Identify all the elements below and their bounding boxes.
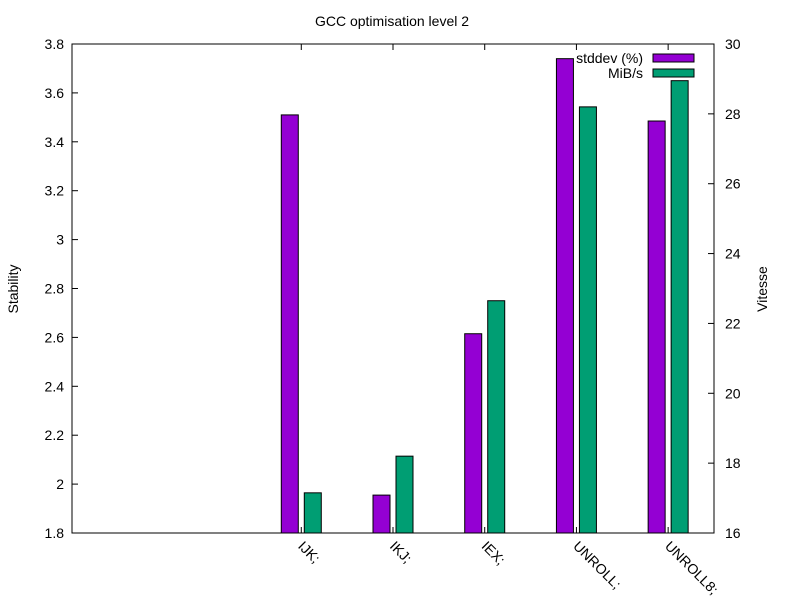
y2-axis-label: Vitesse <box>754 266 770 312</box>
bar-mib-s-4 <box>670 80 689 534</box>
legend-swatch-0 <box>652 53 695 63</box>
y-tick-label: 2 <box>56 476 64 492</box>
y2-tick-label: 24 <box>725 246 741 262</box>
legend-label-1: MiB/s <box>608 65 643 81</box>
x-tick-label: IJK; <box>295 538 323 566</box>
legend-label-0: stddev (%) <box>576 50 643 66</box>
plot-area: IJK; IKJ; IEX; UNROLL; UNROLL8; 1.8 2 2.2 2.4 2.6… <box>45 36 741 598</box>
x-tick-label: UNROLL; <box>570 538 624 592</box>
y-tick-label: 3 <box>56 232 64 248</box>
y2-tick-label: 22 <box>725 315 741 331</box>
plot-frame <box>71 43 715 534</box>
bar-stddev--1 <box>372 494 391 534</box>
y2-tick-label: 26 <box>725 176 741 192</box>
y2-tick-label: 18 <box>725 455 741 471</box>
bar-stddev--0 <box>280 114 299 534</box>
bar-mib-s-1 <box>395 455 414 534</box>
x-tick-label: UNROLL8; <box>662 538 722 598</box>
y-tick-label: 3.4 <box>45 134 65 150</box>
bar-mib-s-2 <box>487 300 506 534</box>
y-tick-label: 2.4 <box>45 378 65 394</box>
bar-stddev--3 <box>555 58 574 534</box>
x-tick-label: IKJ; <box>387 538 415 566</box>
bar-mib-s-3 <box>578 106 597 534</box>
y-axis-label: Stability <box>5 264 21 313</box>
y-tick-label: 3.6 <box>45 85 65 101</box>
legend: stddev (%)MiB/s <box>576 50 695 81</box>
y2-tick-label: 16 <box>725 525 741 541</box>
y-tick-label: 2.6 <box>45 329 65 345</box>
y-tick-label: 2.8 <box>45 281 65 297</box>
bar-stddev--2 <box>464 333 483 534</box>
y-tick-label: 1.8 <box>45 525 65 541</box>
y2-tick-label: 30 <box>725 36 741 52</box>
y-tick-label: 3.2 <box>45 183 65 199</box>
bar-stddev--4 <box>647 120 666 534</box>
y2-tick-label: 20 <box>725 385 741 401</box>
x-tick-label: IEX; <box>479 538 509 568</box>
legend-swatch-1 <box>652 68 695 78</box>
y-tick-label: 3.8 <box>45 36 65 52</box>
bar-mib-s-0 <box>303 492 322 534</box>
chart-title: GCC optimisation level 2 <box>315 13 469 29</box>
y2-tick-label: 28 <box>725 106 741 122</box>
y-tick-label: 2.2 <box>45 427 65 443</box>
